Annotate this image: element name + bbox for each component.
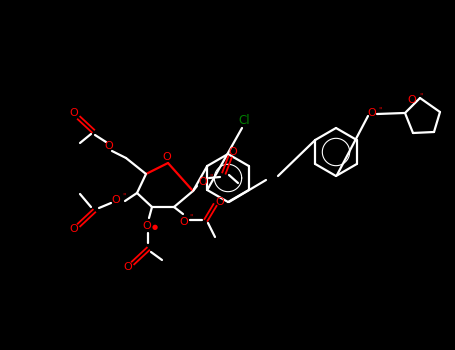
Text: O: O — [70, 224, 78, 234]
Text: '': '' — [189, 214, 193, 223]
Text: O: O — [105, 141, 113, 151]
Text: '': '' — [419, 92, 423, 102]
Text: O: O — [199, 177, 207, 187]
Text: O: O — [111, 195, 121, 205]
Text: Cl: Cl — [238, 113, 250, 126]
Text: O: O — [180, 217, 188, 227]
Text: O: O — [368, 108, 376, 118]
Text: ●: ● — [152, 224, 158, 230]
Text: O: O — [216, 197, 224, 207]
Text: O: O — [162, 152, 172, 162]
Text: O: O — [228, 147, 238, 157]
Text: O: O — [70, 108, 78, 118]
Text: '': '' — [122, 193, 126, 202]
Text: O: O — [408, 95, 416, 105]
Text: '': '' — [378, 106, 382, 116]
Text: O: O — [124, 262, 132, 272]
Text: O: O — [142, 221, 152, 231]
Text: '': '' — [209, 174, 213, 182]
